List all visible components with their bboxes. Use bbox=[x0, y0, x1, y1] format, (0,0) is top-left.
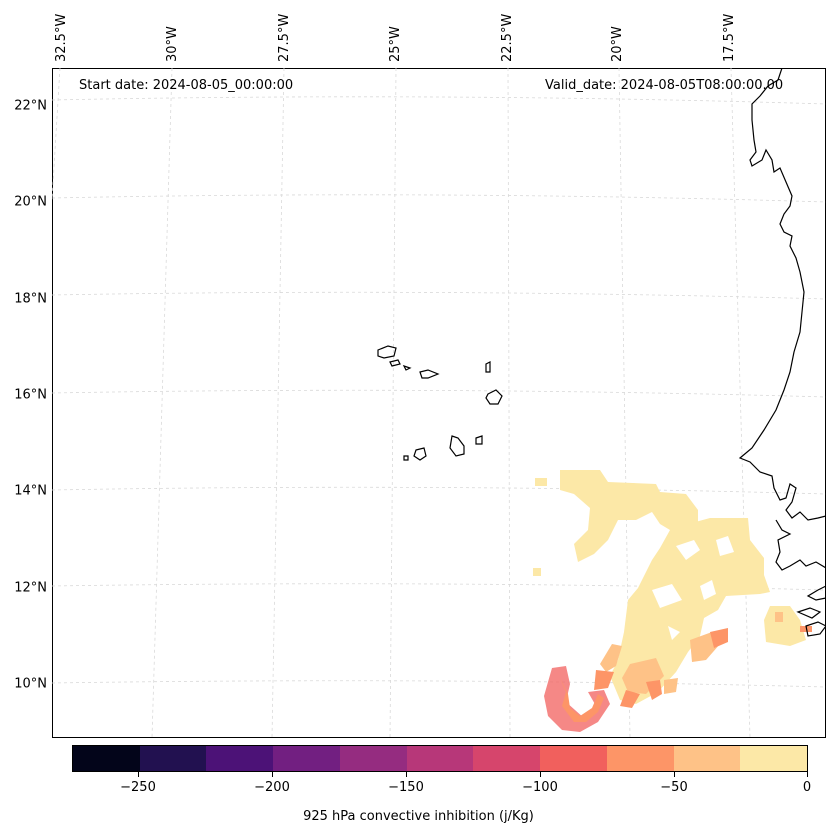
colorbar-segment-2 bbox=[206, 746, 274, 771]
colorbar-segment-0 bbox=[73, 746, 140, 771]
colorbar-tick-label: −150 bbox=[388, 780, 424, 795]
map-panel bbox=[52, 68, 826, 738]
colorbar-tick bbox=[138, 772, 139, 777]
lat-label-12n: 12°N bbox=[14, 580, 47, 596]
cin-level-3b bbox=[560, 678, 604, 722]
valid-date-label: Valid_date: 2024-08-05T08:00:00.00 bbox=[545, 78, 784, 93]
cin-field bbox=[533, 470, 812, 732]
colorbar bbox=[72, 745, 808, 772]
colorbar-segment-8 bbox=[606, 746, 674, 771]
lat-label-16n: 16°N bbox=[14, 387, 47, 403]
colorbar-title: 925 hPa convective inhibition (j/Kg) bbox=[303, 809, 534, 824]
colorbar-tick bbox=[540, 772, 541, 777]
colorbar-tick bbox=[272, 772, 273, 777]
latitude-gridlines bbox=[52, 96, 826, 688]
colorbar-tick bbox=[406, 772, 407, 777]
colorbar-segment-9 bbox=[673, 746, 741, 771]
colorbar-segment-4 bbox=[339, 746, 407, 771]
lon-label-30w: 30°W bbox=[165, 26, 180, 62]
lat-label-20n: 20°N bbox=[14, 194, 47, 210]
lon-label-32-5w: 32.5°W bbox=[54, 13, 69, 62]
lat-label-10n: 10°N bbox=[14, 676, 47, 692]
colorbar-segment-5 bbox=[406, 746, 474, 771]
colorbar-tick bbox=[674, 772, 675, 777]
colorbar-tick-label: 0 bbox=[802, 780, 812, 795]
lat-label-22n: 22°N bbox=[14, 98, 47, 114]
lon-label-27-5w: 27.5°W bbox=[277, 13, 292, 62]
coastlines bbox=[377, 68, 826, 637]
colorbar-segment-6 bbox=[473, 746, 541, 771]
colorbar-tick-label: −250 bbox=[120, 780, 156, 795]
colorbar-segment-3 bbox=[273, 746, 340, 771]
colorbar-segment-7 bbox=[540, 746, 607, 771]
lon-label-25w: 25°W bbox=[388, 26, 403, 62]
lon-label-17-5w: 17.5°W bbox=[722, 13, 737, 62]
colorbar-tick-label: −50 bbox=[660, 780, 688, 795]
lon-label-20w: 20°W bbox=[610, 26, 625, 62]
cin-holes bbox=[652, 536, 734, 640]
colorbar-segment-10 bbox=[740, 746, 808, 771]
colorbar-segment-1 bbox=[139, 746, 207, 771]
start-date-label: Start date: 2024-08-05_00:00:00 bbox=[79, 78, 294, 93]
lat-label-18n: 18°N bbox=[14, 291, 47, 307]
cin-level-2 bbox=[594, 626, 812, 708]
colorbar-tick-label: −100 bbox=[522, 780, 558, 795]
lat-label-14n: 14°N bbox=[14, 483, 47, 499]
lon-label-22-5w: 22.5°W bbox=[500, 13, 515, 62]
map-canvas bbox=[52, 68, 826, 738]
colorbar-tick-label: −200 bbox=[254, 780, 290, 795]
colorbar-tick bbox=[807, 772, 808, 777]
